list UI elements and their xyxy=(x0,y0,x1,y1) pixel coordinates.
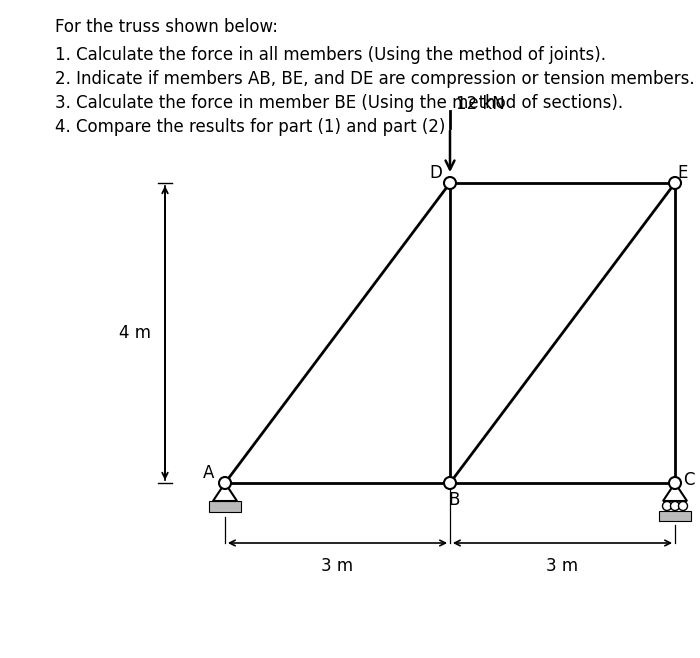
Text: 4 m: 4 m xyxy=(119,324,151,342)
Text: A: A xyxy=(203,464,215,482)
Circle shape xyxy=(444,477,456,489)
Circle shape xyxy=(671,501,680,511)
Circle shape xyxy=(662,501,671,511)
Circle shape xyxy=(444,177,456,189)
Text: For the truss shown below:: For the truss shown below: xyxy=(55,18,278,36)
Text: D: D xyxy=(430,164,442,182)
Circle shape xyxy=(219,477,231,489)
FancyBboxPatch shape xyxy=(209,501,241,512)
FancyBboxPatch shape xyxy=(659,511,691,520)
Text: 3. Calculate the force in member BE (Using the method of sections).: 3. Calculate the force in member BE (Usi… xyxy=(55,94,623,112)
Text: B: B xyxy=(448,491,460,509)
Circle shape xyxy=(669,177,681,189)
Text: E: E xyxy=(678,164,688,182)
Text: 4. Compare the results for part (1) and part (2): 4. Compare the results for part (1) and … xyxy=(55,118,445,136)
Text: 12 kN: 12 kN xyxy=(456,95,505,113)
Text: 1. Calculate the force in all members (Using the method of joints).: 1. Calculate the force in all members (U… xyxy=(55,46,606,64)
Text: C: C xyxy=(683,471,694,489)
Circle shape xyxy=(678,501,687,511)
Circle shape xyxy=(669,477,681,489)
Text: 2. Indicate if members AB, BE, and DE are compression or tension members.: 2. Indicate if members AB, BE, and DE ar… xyxy=(55,70,694,88)
Text: 3 m: 3 m xyxy=(547,557,579,575)
Text: 3 m: 3 m xyxy=(321,557,354,575)
